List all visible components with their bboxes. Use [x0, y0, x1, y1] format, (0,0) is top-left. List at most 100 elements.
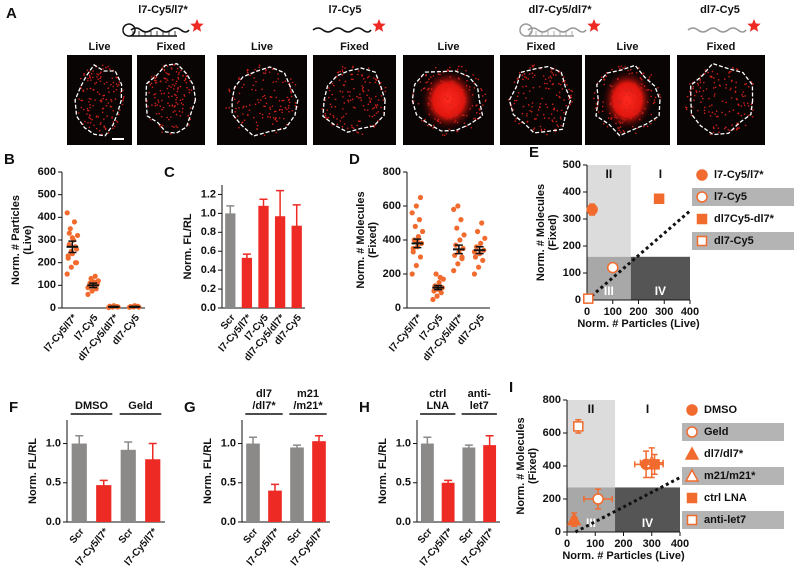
speckle [732, 109, 735, 111]
speckle [457, 68, 459, 71]
speckle [712, 87, 715, 89]
cell-outline [322, 67, 386, 133]
speckle [690, 114, 693, 116]
speckle [704, 69, 707, 71]
y-tick-label: 400 [543, 460, 561, 472]
speckle [428, 97, 430, 100]
micrograph [677, 55, 765, 145]
error-bar [130, 305, 139, 309]
data-point [438, 290, 444, 296]
bar [291, 225, 302, 308]
data-point [67, 226, 73, 232]
speckle [92, 70, 94, 72]
speckle [750, 103, 753, 106]
speckle [359, 93, 361, 96]
speckle [160, 92, 163, 95]
speckle [158, 112, 161, 115]
speckle [377, 111, 380, 113]
construct-strand [130, 27, 190, 33]
speckle [95, 127, 98, 130]
speckle [369, 100, 371, 102]
speckle [521, 112, 524, 115]
region-label: II [588, 402, 595, 416]
speckle [650, 89, 653, 92]
data-point [474, 228, 481, 235]
speckle [636, 93, 638, 95]
marker [653, 193, 665, 204]
speckle [173, 106, 176, 108]
speckle [162, 124, 164, 127]
speckle [375, 112, 378, 114]
x-axis-label: Norm. # Particles (Live) [577, 318, 700, 330]
speckle [709, 133, 712, 136]
speckle [256, 124, 259, 127]
speckle [154, 102, 157, 105]
speckle [344, 67, 346, 69]
speckle [531, 102, 534, 104]
speckle [341, 66, 344, 68]
speckle [326, 109, 329, 112]
speckle [154, 96, 156, 99]
legend-label: l7-Cy5/l7* [714, 169, 764, 181]
speckle [341, 70, 344, 73]
speckle [160, 115, 163, 118]
speckle [89, 115, 91, 117]
speckle [638, 118, 641, 121]
speckle [122, 89, 124, 92]
image-label: Live [437, 41, 459, 53]
speckle [77, 112, 80, 114]
speckle [465, 125, 468, 128]
speckle [695, 89, 698, 92]
data-point [409, 271, 415, 277]
legend-label: dl7-Cy5 [714, 235, 754, 247]
speckle [86, 88, 88, 90]
speckle [173, 93, 176, 96]
speckle [430, 76, 432, 78]
speckle [452, 110, 454, 113]
speckle [181, 111, 184, 113]
speckle [479, 109, 481, 111]
y-tick-label: 100 [38, 279, 56, 291]
speckle [442, 80, 445, 83]
speckle [112, 85, 115, 88]
speckle [480, 88, 482, 90]
y-tick-label: 200 [38, 257, 56, 269]
y-tick-label: 1.0 [221, 437, 236, 449]
speckle [170, 116, 172, 118]
speckle [543, 82, 546, 85]
speckle [570, 89, 572, 92]
speckle [702, 97, 704, 100]
speckle [516, 77, 519, 80]
speckle [627, 89, 630, 91]
speckle [339, 90, 342, 92]
y-tick-label: 1.2 [201, 188, 216, 200]
speckle [730, 87, 732, 90]
speckle [522, 78, 524, 81]
construct-label: dl7-Cy5/dl7* [529, 4, 593, 16]
speckle [616, 116, 618, 119]
y-tick-label: 0.0 [221, 516, 236, 528]
speckle [105, 104, 108, 107]
speckle [461, 114, 464, 117]
speckle [555, 120, 558, 123]
speckle [107, 87, 110, 90]
speckle [175, 113, 178, 116]
data-point [436, 279, 442, 286]
speckle [738, 127, 740, 129]
speckle [282, 99, 285, 102]
speckle [242, 105, 245, 108]
speckle [439, 73, 441, 76]
speckle [743, 104, 746, 107]
speckle [542, 75, 545, 77]
speckle [173, 126, 175, 128]
speckle [427, 104, 430, 106]
speckle [255, 80, 257, 83]
speckle [286, 96, 289, 99]
speckle [449, 76, 452, 78]
legend-band [682, 467, 784, 485]
speckle [112, 121, 115, 123]
y-tick-label: 0.5 [396, 477, 411, 489]
marker [686, 404, 698, 416]
speckle [718, 84, 721, 87]
speckle [117, 113, 120, 116]
